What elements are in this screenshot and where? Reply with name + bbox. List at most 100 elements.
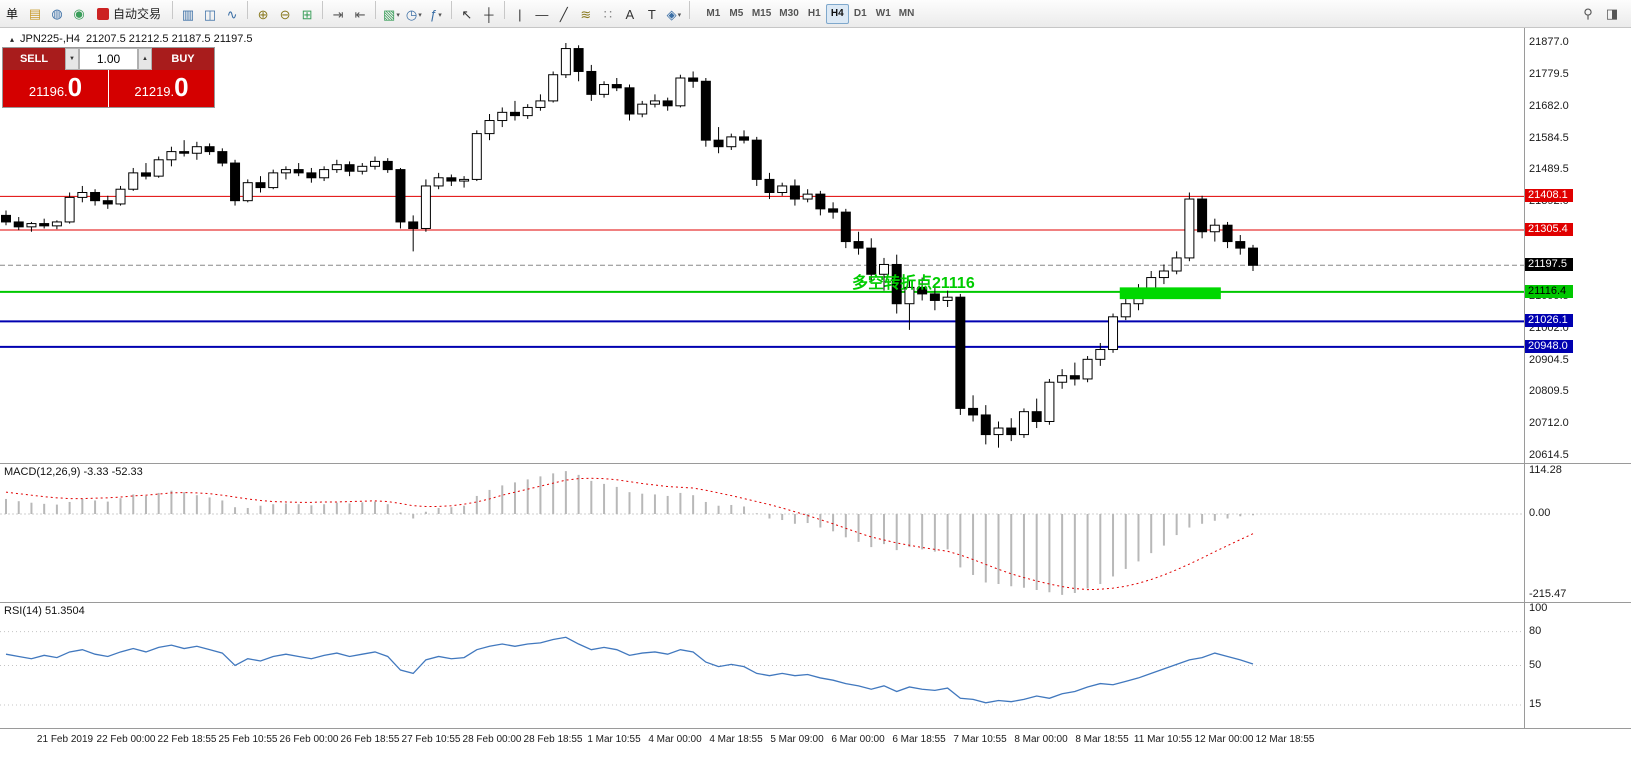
time-axis-divider (0, 728, 1631, 729)
timeframe-button-m1[interactable]: M1 (706, 8, 721, 19)
cursor-icon-glyph: ↖ (461, 7, 473, 23)
data-window-icon[interactable]: ◉ (68, 3, 90, 25)
time-axis-label: 22 Feb 00:00 (96, 734, 156, 745)
time-axis-label: 6 Mar 18:55 (892, 734, 946, 745)
toolbar-separator (247, 1, 249, 20)
autotrading-button[interactable]: 自动交易 (90, 3, 168, 25)
symbol-ohlc-line: ▴ JPN225-,H4 21207.5 21212.5 21187.5 211… (10, 33, 253, 45)
cursor-icon[interactable]: ↖ (456, 4, 478, 26)
dropdown-caret-icon: ▾ (418, 11, 422, 19)
rsi-pane-divider[interactable] (0, 602, 1631, 603)
zoom-in-icon-glyph: ⊕ (257, 7, 269, 23)
timeframe-group: M1 M5 M15 M30 H1 H4 D1 W1 MN (702, 3, 918, 24)
timeframe-button-mn[interactable]: MN (898, 8, 915, 19)
text-tool-icon-glyph: A (625, 7, 635, 23)
toolbar-separator (503, 1, 505, 20)
time-axis-label: 22 Feb 18:55 (157, 734, 217, 745)
bar-chart-icon[interactable]: ▥ (177, 4, 199, 26)
tile-windows-icon[interactable]: ⊞ (296, 4, 318, 26)
toolbar-separator (172, 1, 174, 20)
bar-chart-icon-glyph: ▥ (181, 7, 195, 23)
turning-point-annotation: 多空转折点21116 (852, 275, 975, 292)
time-axis-label: 8 Mar 18:55 (1075, 734, 1129, 745)
ohlc-values: 21207.5 21212.5 21187.5 21197.5 (85, 33, 253, 45)
sell-button[interactable]: SELL (3, 48, 65, 70)
time-axis-label: 7 Mar 10:55 (953, 734, 1007, 745)
line-chart-icon[interactable]: ∿ (221, 4, 243, 26)
dropdown-caret-icon: ▾ (677, 11, 682, 19)
toolbar-separator (322, 1, 324, 20)
indicators-icon-glyph: ƒ (429, 7, 438, 23)
price-chart[interactable] (0, 28, 1631, 464)
volume-input[interactable] (79, 48, 138, 70)
search-icon-glyph: ⚲ (1583, 6, 1593, 21)
fibonacci-tool-icon[interactable]: ≋ (575, 4, 597, 26)
new-chart-icon[interactable]: ▧ ▾ (380, 4, 403, 26)
sell-price-small: 21196. (28, 84, 68, 99)
one-click-trading-panel: SELL ▼ ▲ BUY 21196.0 21219.0 (2, 47, 215, 108)
vertical-line-tool-icon[interactable]: | (509, 4, 531, 26)
new-order-icon[interactable]: ▤ (24, 3, 46, 25)
volume-up-button[interactable]: ▲ (138, 48, 152, 70)
timeframe-button-m5[interactable]: M5 (729, 8, 744, 19)
timeframe-button-h4[interactable]: H4 (825, 3, 849, 24)
time-axis-label: 11 Mar 10:55 (1133, 734, 1193, 745)
buy-price[interactable]: 21219. 0 (109, 70, 214, 107)
market-watch-icon-glyph: ◍ (51, 6, 63, 21)
new-order-icon-glyph: ▤ (28, 6, 42, 21)
search-icon[interactable]: ⚲ (1577, 3, 1599, 25)
horizontal-line-tool-icon[interactable]: — (531, 4, 553, 26)
grid-tool-icon-glyph: ∷ (603, 7, 612, 23)
toolbar: 单 ▤ ◍ ◉ 自动交易 ▥ ◫ ∿ ⊕ ⊖ ⊞ ⇥ ⇤ ▧ ▾ ◷ ▾ ƒ ▾ ↖ ┼ | — ╱ ≋ ∷ A T ◈ ▾ M1 M… (0, 0, 1631, 28)
buy-button[interactable]: BUY (152, 48, 214, 70)
time-axis-label: 12 Mar 18:55 (1255, 734, 1315, 745)
vertical-line-tool-icon-glyph: | (518, 7, 522, 23)
chart-shift-icon[interactable]: ⇤ (349, 4, 371, 26)
grid-tool-icon[interactable]: ∷ (597, 4, 619, 26)
shapes-icon-glyph: ◈ (666, 7, 677, 23)
timeframe-button-d1[interactable]: D1 (853, 8, 867, 19)
macd-pane[interactable] (0, 464, 1631, 603)
market-depth-icon[interactable]: ◨ (1601, 3, 1623, 25)
label-tool-icon[interactable]: T (641, 4, 663, 26)
chart-window[interactable]: 21877.0 21779.5 21682.0 21584.5 21489.5 21392… (0, 28, 1631, 778)
zoom-out-icon[interactable]: ⊖ (274, 4, 296, 26)
macd-pane-divider[interactable] (0, 463, 1631, 464)
autotrading-label: 自动交易 (113, 7, 162, 21)
zoom-in-icon[interactable]: ⊕ (252, 4, 274, 26)
toolbar-right-group: ⚲ ◨ (1577, 3, 1627, 25)
toolbar-chart-group: ▥ ◫ ∿ ⊕ ⊖ ⊞ ⇥ ⇤ ▧ ▾ ◷ ▾ ƒ ▾ ↖ ┼ | — ╱ ≋ ∷ A T ◈ ▾ (168, 1, 694, 26)
time-axis-label: 28 Feb 18:55 (523, 734, 583, 745)
time-axis-label: 5 Mar 09:00 (770, 734, 824, 745)
crosshair-icon[interactable]: ┼ (478, 4, 500, 26)
time-axis-label: 28 Feb 00:00 (462, 734, 522, 745)
time-axis-label: 27 Feb 10:55 (401, 734, 461, 745)
timeframe-button-h1[interactable]: H1 (807, 8, 821, 19)
profiles-icon-glyph: ◷ (405, 7, 418, 23)
volume-down-button[interactable]: ▼ (65, 48, 79, 70)
time-axis-label: 6 Mar 00:00 (831, 734, 885, 745)
macd-label: MACD(12,26,9) -3.33 -52.33 (4, 466, 143, 478)
menu-label[interactable]: 单 (6, 7, 19, 21)
rsi-label: RSI(14) 51.3504 (4, 605, 85, 617)
sell-price[interactable]: 21196. 0 (3, 70, 108, 107)
trendline-tool-icon[interactable]: ╱ (553, 4, 575, 26)
line-chart-icon-glyph: ∿ (226, 7, 238, 23)
timeframe-button-w1[interactable]: W1 (875, 8, 891, 19)
time-axis-label: 21 Feb 2019 (36, 734, 94, 745)
text-tool-icon[interactable]: A (619, 4, 641, 26)
market-watch-icon[interactable]: ◍ (46, 3, 68, 25)
toolbar-separator (450, 1, 452, 20)
time-axis-label: 4 Mar 00:00 (648, 734, 702, 745)
shapes-icon[interactable]: ◈ ▾ (663, 4, 685, 26)
rsi-pane[interactable] (0, 603, 1631, 729)
collapse-icon[interactable]: ▴ (10, 34, 15, 44)
auto-scroll-icon[interactable]: ⇥ (327, 4, 349, 26)
price-axis-separator (1524, 28, 1525, 728)
profiles-icon[interactable]: ◷ ▾ (403, 4, 425, 26)
candlestick-chart-icon[interactable]: ◫ (199, 4, 221, 26)
timeframe-button-m30[interactable]: M30 (779, 8, 799, 19)
timeframe-button-m15[interactable]: M15 (751, 8, 772, 19)
crosshair-icon-glyph: ┼ (484, 7, 494, 23)
indicators-icon[interactable]: ƒ ▾ (425, 4, 447, 26)
